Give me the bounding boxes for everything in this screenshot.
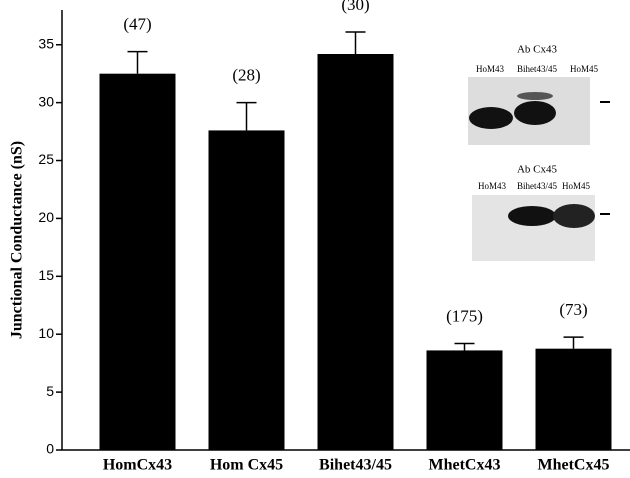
band <box>553 204 595 228</box>
lane-label: Bihet43/45 <box>517 64 557 74</box>
bar <box>317 54 394 450</box>
sample-size-label: (73) <box>559 300 587 319</box>
y-tick-label: 5 <box>46 383 54 399</box>
sample-size-label: (47) <box>123 15 151 34</box>
bar <box>99 73 176 451</box>
lane-label: HoM43 <box>478 181 507 191</box>
band <box>469 107 513 129</box>
y-tick-label: 15 <box>38 267 54 283</box>
y-axis-label: Junctional Conductance (nS) <box>9 141 26 339</box>
x-tick-label: Bihet43/45 <box>319 457 392 474</box>
bar <box>208 130 285 450</box>
x-tick-label: MhetCx43 <box>429 457 501 474</box>
inset-blots: Ab Cx43 HoM43 Bihet43/45 HoM45 Ab Cx45 H… <box>468 44 610 261</box>
band <box>508 206 556 226</box>
inset-title: Ab Cx43 <box>517 44 558 56</box>
x-tick-label: MhetCx45 <box>538 457 610 474</box>
band <box>514 101 556 125</box>
y-tick-label: 0 <box>46 441 54 457</box>
y-tick-label: 35 <box>38 35 54 51</box>
x-tick-label: Hom Cx45 <box>210 457 283 474</box>
lane-label: HoM43 <box>476 64 505 74</box>
sample-size-label: (30) <box>341 0 369 14</box>
bar <box>426 350 503 450</box>
y-tick-label: 10 <box>38 325 54 341</box>
sample-size-label: (175) <box>446 306 483 325</box>
x-tick-label: HomCx43 <box>103 457 172 474</box>
sample-size-label: (28) <box>232 66 260 85</box>
bar <box>535 348 612 450</box>
lane-label: Bihet43/45 <box>517 181 557 191</box>
y-tick-label: 30 <box>38 93 54 109</box>
y-tick-label: 20 <box>38 209 54 225</box>
lane-label: HoM45 <box>570 64 599 74</box>
y-tick-label: 25 <box>38 151 54 167</box>
lane-label: HoM45 <box>562 181 591 191</box>
band <box>517 92 553 100</box>
inset-title: Ab Cx45 <box>517 164 558 176</box>
